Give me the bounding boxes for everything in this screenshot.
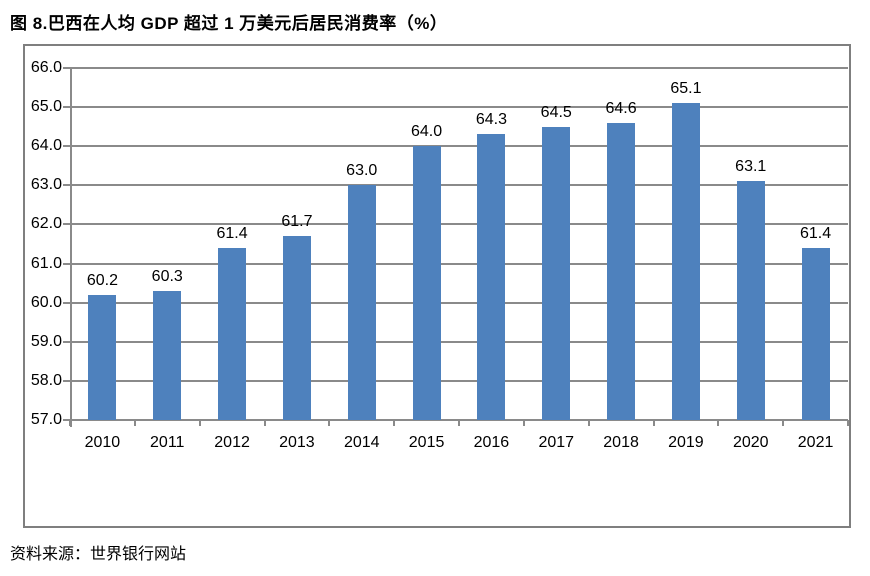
y-axis-tick xyxy=(63,262,70,265)
plot-area: 66.0 65.0 64.0 63.0 62.0 61.0 60.0 59.0 58.0 57.0… xyxy=(25,46,849,526)
bar-value-label: 60.3 xyxy=(151,267,183,285)
bar-value-label: 60.2 xyxy=(86,271,118,289)
x-axis-tick xyxy=(717,420,720,426)
gridline xyxy=(70,184,848,187)
gridline xyxy=(70,106,848,109)
bar-value-label: 64.5 xyxy=(540,103,572,121)
x-axis-tick xyxy=(393,420,396,426)
bar-2016 xyxy=(477,134,506,420)
bar-2015 xyxy=(412,146,441,420)
y-axis-label: 57.0 xyxy=(30,411,62,428)
x-axis-label: 2013 xyxy=(279,434,315,451)
x-axis-label: 2015 xyxy=(408,434,445,451)
bar-value-label: 63.1 xyxy=(735,158,767,176)
gridline xyxy=(70,67,848,69)
x-axis-tick xyxy=(328,420,331,426)
x-axis-label: 2011 xyxy=(150,434,185,451)
y-axis-label: 61.0 xyxy=(30,254,62,272)
bar-value-label: 61.7 xyxy=(281,213,313,231)
bar-value-label: 64.0 xyxy=(411,123,443,141)
y-axis-label: 63.0 xyxy=(30,176,62,194)
y-axis-label: 59.0 xyxy=(30,332,62,350)
y-axis-line xyxy=(70,67,72,427)
bar-2012 xyxy=(218,247,247,420)
gridline xyxy=(70,262,848,265)
x-axis-tick xyxy=(133,420,136,426)
bar-value-label: 64.3 xyxy=(475,111,507,129)
x-axis-label: 2020 xyxy=(732,434,769,451)
y-axis-tick xyxy=(63,379,70,382)
chart-frame: 66.0 65.0 64.0 63.0 62.0 61.0 60.0 59.0 58.0 57.0… xyxy=(23,44,851,528)
x-axis-tick xyxy=(263,420,266,426)
y-axis-tick xyxy=(63,106,70,109)
gridline xyxy=(70,340,848,343)
bar-2021 xyxy=(801,247,830,420)
x-axis-tick xyxy=(847,420,849,426)
bar-2020 xyxy=(736,181,765,420)
bar-2011 xyxy=(153,290,182,420)
x-axis-tick xyxy=(198,420,201,426)
x-axis-tick xyxy=(587,420,590,426)
x-axis-label: 2014 xyxy=(343,434,380,451)
x-axis-label: 2018 xyxy=(603,434,639,451)
gridline xyxy=(70,379,848,382)
x-axis-label: 2010 xyxy=(84,434,121,451)
y-axis-tick xyxy=(63,223,70,226)
figure-title: 图 8.巴西在人均 GDP 超过 1 万美元后居民消费率（%） xyxy=(10,14,448,33)
x-axis-tick xyxy=(782,420,785,426)
bar-2014 xyxy=(347,185,376,420)
gridline xyxy=(70,145,848,148)
source-note: 资料来源：世界银行网站 xyxy=(10,546,187,563)
y-axis-tick xyxy=(63,340,70,343)
x-axis-label: 2016 xyxy=(473,434,510,451)
x-axis-label: 2017 xyxy=(538,434,575,451)
bar-value-label: 65.1 xyxy=(670,80,702,98)
y-axis-label: 62.0 xyxy=(30,215,62,233)
y-axis-label: 60.0 xyxy=(30,293,62,311)
x-axis-tick xyxy=(458,420,460,426)
y-axis-label: 58.0 xyxy=(30,371,62,389)
y-axis-tick xyxy=(63,301,70,304)
bar-2018 xyxy=(607,122,636,420)
y-axis-tick xyxy=(63,419,70,421)
bar-value-label: 63.0 xyxy=(346,162,378,180)
bar-2013 xyxy=(282,236,311,420)
x-axis-label: 2019 xyxy=(668,434,704,451)
y-axis-tick xyxy=(63,145,70,148)
bar-value-label: 61.4 xyxy=(800,224,832,242)
y-axis-label: 66.0 xyxy=(30,59,62,76)
y-axis-label: 65.0 xyxy=(30,98,62,116)
bar-value-label: 61.4 xyxy=(216,224,248,242)
bar-value-label: 64.6 xyxy=(605,99,637,117)
y-axis-label: 64.0 xyxy=(30,137,62,155)
gridline xyxy=(70,301,848,304)
x-axis-tick xyxy=(522,420,525,426)
bar-2010 xyxy=(88,294,117,420)
x-axis-label: 2012 xyxy=(214,434,250,451)
y-axis-tick xyxy=(63,184,70,187)
bar-2017 xyxy=(542,126,571,420)
gridline xyxy=(70,223,848,226)
x-axis-tick xyxy=(652,420,655,426)
x-axis-tick xyxy=(69,420,71,426)
y-axis-tick xyxy=(63,67,70,69)
x-axis-label: 2021 xyxy=(797,434,834,451)
bar-2019 xyxy=(671,103,700,420)
